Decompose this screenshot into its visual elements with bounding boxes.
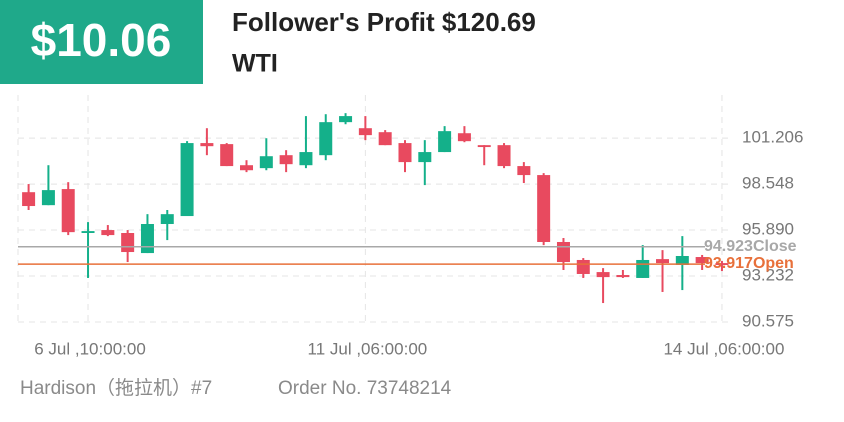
candle-body — [319, 122, 333, 156]
candle-body — [438, 131, 452, 153]
candle-body — [101, 230, 115, 236]
candle-body — [497, 145, 511, 167]
reference-label: 93.917Open — [704, 255, 794, 272]
candle-body — [656, 259, 670, 264]
candle-body — [121, 233, 135, 253]
candle-body — [22, 192, 36, 207]
candle-body — [259, 156, 273, 169]
order-number: Order No. 73748214 — [278, 378, 452, 399]
candle-body — [398, 143, 412, 163]
y-tick-label: 98.548 — [742, 174, 794, 193]
y-tick-label: 93.232 — [742, 266, 794, 285]
candle-body — [41, 190, 55, 206]
candle-body — [418, 152, 432, 163]
candle-body — [220, 144, 234, 167]
x-tick-label: 11 Jul ,06:00:00 — [308, 339, 428, 358]
y-tick-label: 101.206 — [742, 128, 803, 147]
title: Follower's Profit $120.69 — [232, 7, 536, 37]
candle-body — [517, 166, 531, 176]
y-tick-label: 90.575 — [742, 311, 794, 330]
candle-body — [140, 224, 154, 254]
reference-label: 94.923Close — [704, 238, 797, 255]
candle-body — [695, 257, 709, 264]
candle-body — [715, 263, 729, 265]
candle-body — [200, 143, 214, 147]
candle-body — [596, 272, 610, 278]
candle-body — [240, 165, 254, 171]
candle-body — [81, 231, 95, 233]
reference-name: Close — [753, 238, 797, 255]
profit-badge — [0, 0, 203, 84]
candle-body — [180, 143, 194, 217]
y-tick-label: 95.890 — [742, 220, 794, 239]
candle-body — [378, 132, 392, 146]
candle-body — [339, 116, 353, 123]
candle-body — [556, 241, 570, 263]
reference-value: 94.923 — [704, 238, 753, 255]
reference-value: 93.917 — [704, 255, 753, 272]
candle-body — [299, 152, 313, 166]
trader: Hardison（拖拉机）#7 — [20, 377, 212, 399]
symbol: WTI — [232, 50, 278, 78]
reference-name: Open — [753, 255, 794, 272]
candle-body — [616, 275, 630, 278]
candle-body — [61, 189, 75, 233]
candle-body — [576, 259, 590, 274]
x-tick-label: 6 Jul ,10:00:00 — [34, 339, 146, 358]
x-tick-label: 14 Jul ,06:00:00 — [663, 339, 784, 358]
candle-body — [477, 145, 491, 148]
candle-body — [279, 155, 293, 165]
candle-body — [537, 175, 551, 242]
profit: $10.06 — [31, 14, 172, 66]
candle-body — [160, 214, 174, 225]
candle-body — [457, 133, 471, 142]
candle-body — [358, 128, 372, 136]
candle-body — [675, 256, 689, 265]
candle-body — [636, 259, 650, 278]
